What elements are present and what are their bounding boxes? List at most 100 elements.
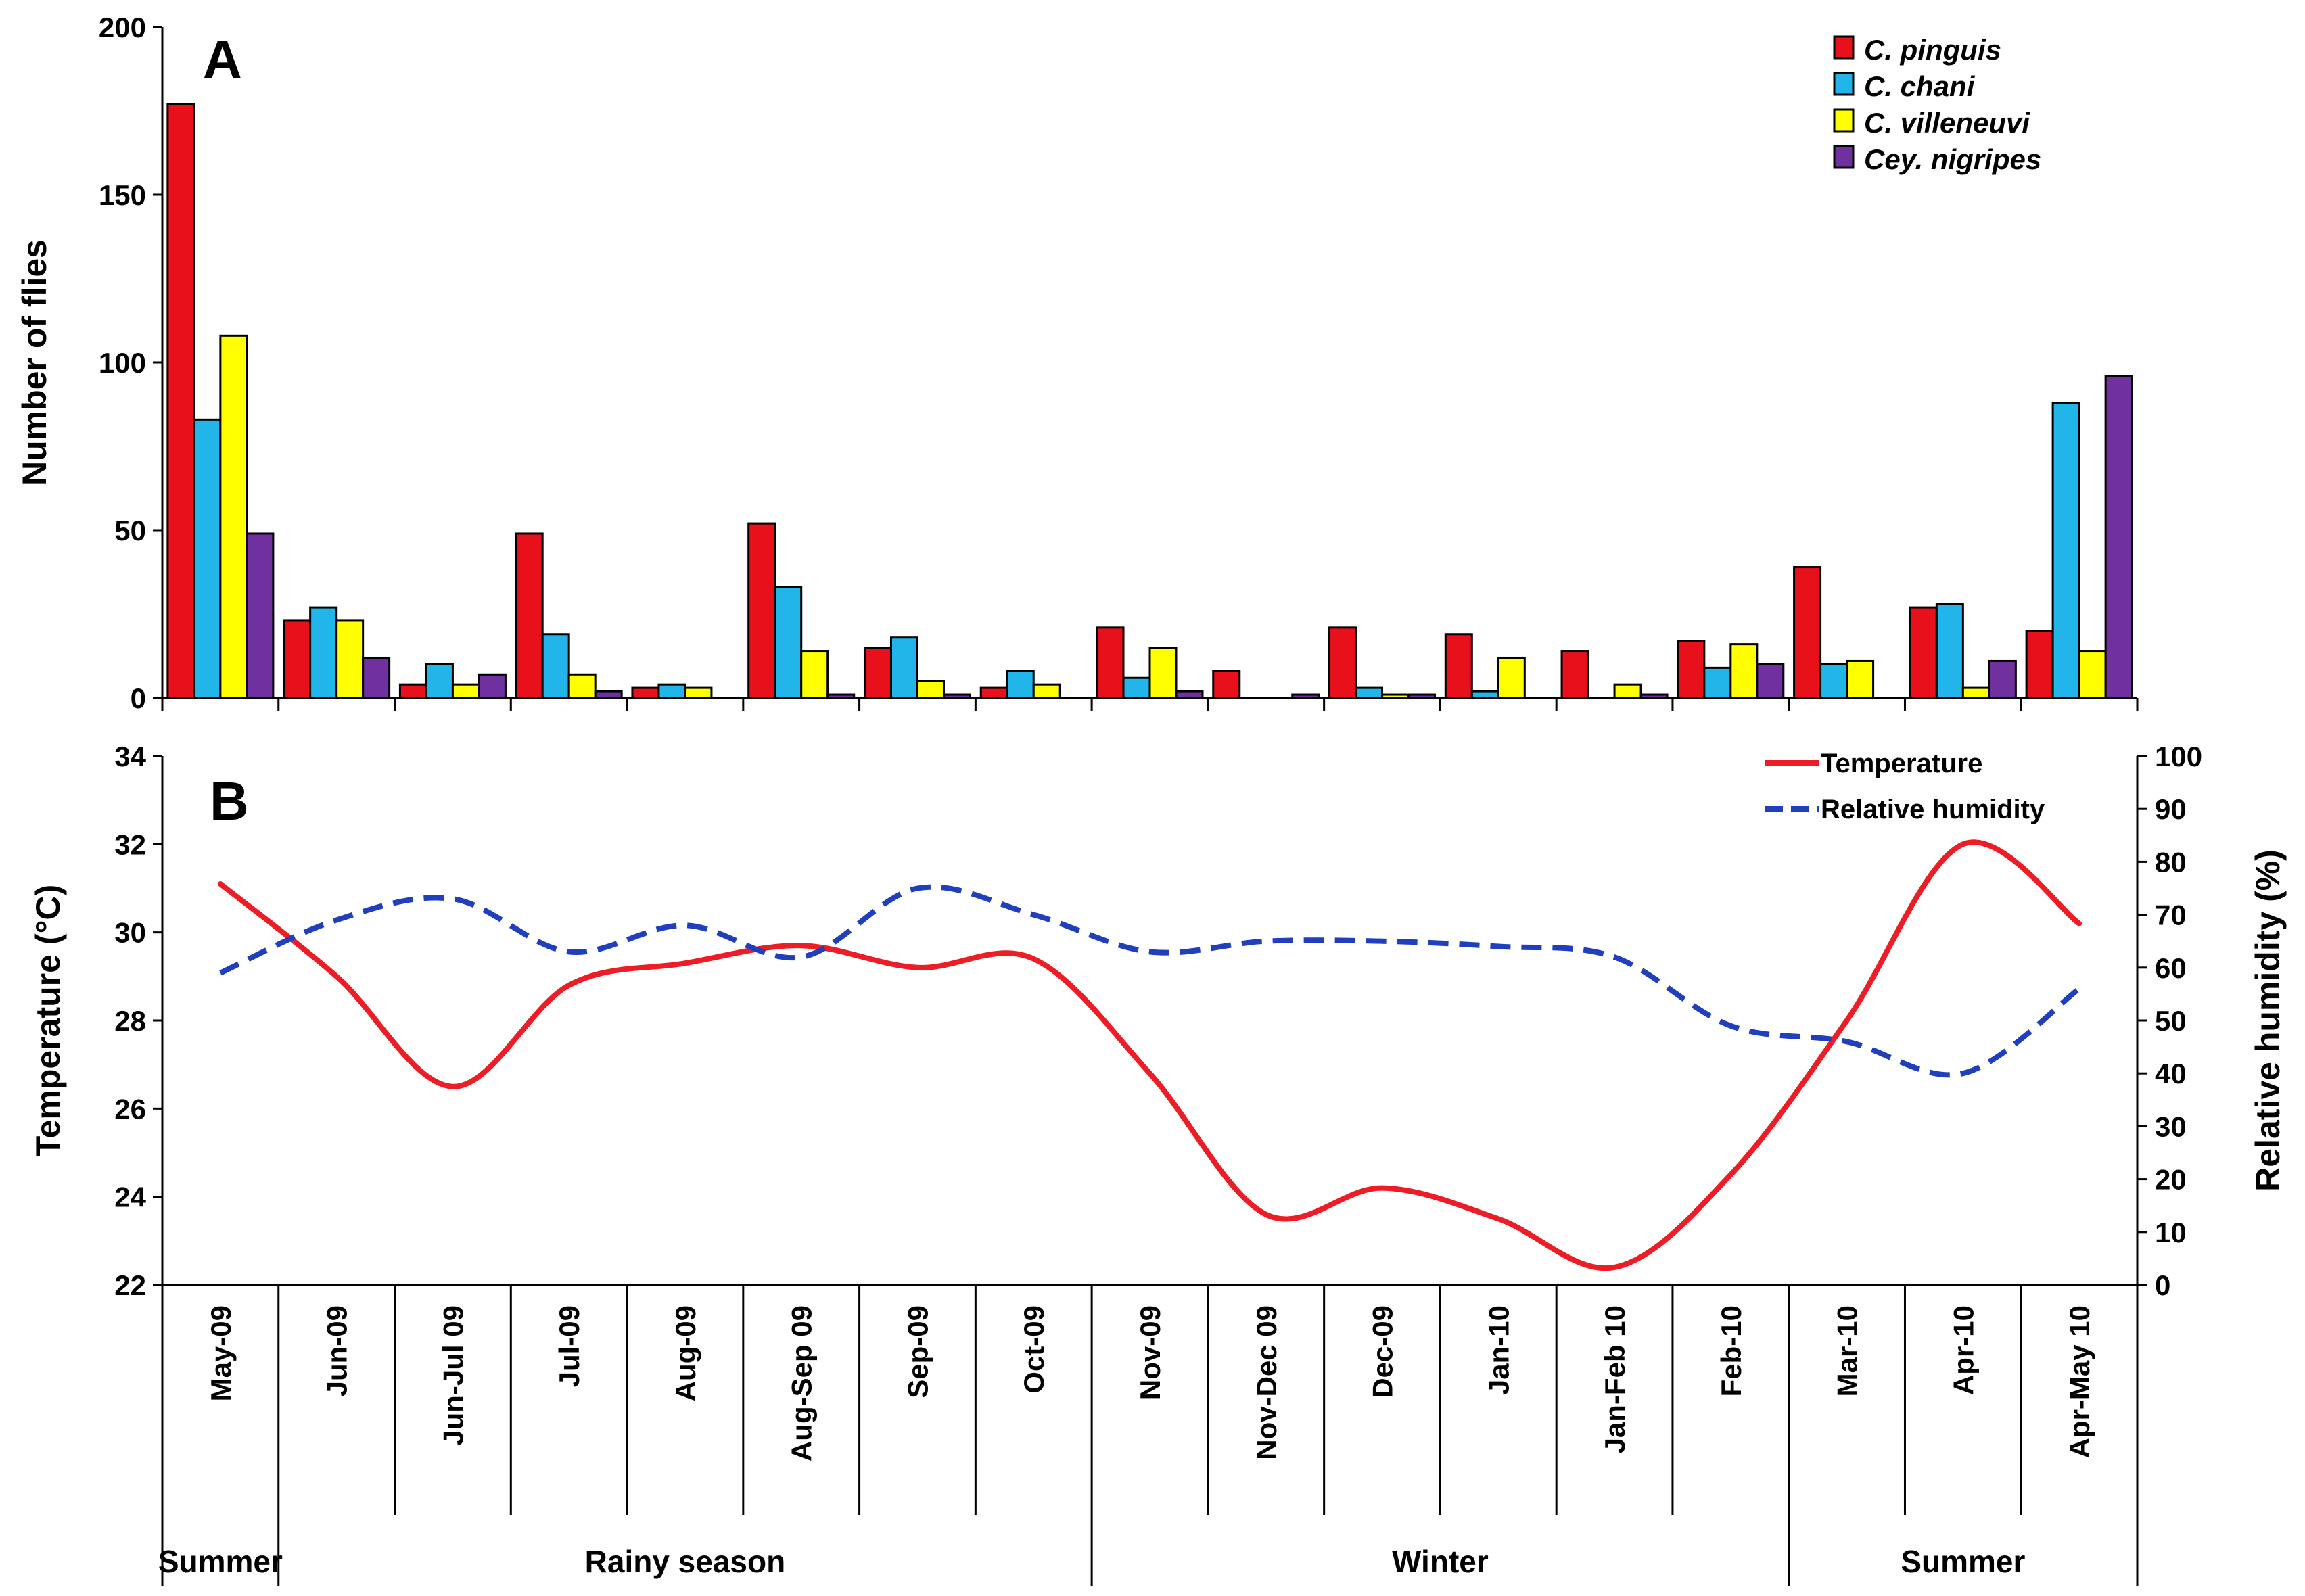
b-right-tick-label: 70 <box>2155 899 2187 931</box>
season-label: Winter <box>1392 1544 1489 1579</box>
legend-label: C. chani <box>1864 70 1976 102</box>
a-y-tick-label: 200 <box>99 11 146 43</box>
category-label: May-09 <box>205 1305 237 1401</box>
bar <box>362 656 391 699</box>
a-y-tick-label: 100 <box>99 347 146 379</box>
legend-label: C. villeneuvi <box>1864 107 2030 139</box>
bar <box>1909 606 1938 699</box>
bar <box>1096 626 1125 699</box>
b-left-tick-label: 26 <box>114 1093 146 1125</box>
b-right-tick-label: 30 <box>2155 1110 2187 1142</box>
bar <box>1729 643 1759 699</box>
temperature-line <box>217 839 2082 1271</box>
category-label: Aug-Sep 09 <box>786 1305 818 1461</box>
legend-label: Relative humidity <box>1821 795 2045 824</box>
panel-a-bar-chart: 0 50 100 150 200 Number of flies A C. pinguis C.… <box>16 11 2139 714</box>
bar <box>826 693 856 699</box>
bar <box>1291 693 1320 699</box>
bar <box>2078 650 2107 699</box>
bar <box>283 619 312 699</box>
bar <box>2104 375 2133 699</box>
category-label: Dec-09 <box>1367 1305 1399 1399</box>
bar <box>1756 663 1785 699</box>
bar <box>889 636 918 699</box>
a-y-axis-title: Number of flies <box>16 239 53 486</box>
category-label: Mar-10 <box>1832 1305 1863 1396</box>
bar <box>684 686 713 699</box>
category-label: Jan-Feb 10 <box>1599 1305 1631 1453</box>
bar <box>1006 670 1035 699</box>
bar <box>774 586 803 699</box>
bar <box>657 683 686 699</box>
bar <box>1988 659 2017 699</box>
b-left-tick-label: 28 <box>114 1005 146 1037</box>
bar <box>1677 640 1706 699</box>
bar <box>2025 630 2054 699</box>
bar <box>2051 402 2080 699</box>
bar <box>631 686 660 699</box>
category-label: Apr-May 10 <box>2064 1305 2095 1458</box>
bar <box>916 680 945 699</box>
category-label: Apr-10 <box>1947 1305 1979 1395</box>
bar <box>1935 603 1964 699</box>
panel-b-line-chart: 22 24 26 28 30 32 34 0 10 20 30 40 50 60 70 80 90 100 Temp… <box>29 741 2287 1301</box>
legend-label: Temperature <box>1821 749 1982 778</box>
legend-swatch <box>1833 72 1855 96</box>
bar <box>979 686 1008 699</box>
category-axis: May-09 Jun-09 Jun-Jul 09 Jul-09 Aug-09 Aug-Se… <box>158 1285 2139 1586</box>
bar <box>800 650 829 699</box>
bar <box>1560 650 1589 699</box>
bar <box>398 683 427 699</box>
b-right-tick-label: 0 <box>2155 1269 2170 1301</box>
bar <box>219 334 248 699</box>
bar <box>1122 676 1151 699</box>
b-left-axis-title: Temperature (°C) <box>29 885 67 1156</box>
bar <box>567 673 597 699</box>
legend-swatch <box>1833 35 1855 60</box>
b-right-axis-title: Relative humidity (%) <box>2249 849 2287 1192</box>
bar <box>1846 659 1875 699</box>
bar <box>515 532 544 699</box>
bar <box>1381 693 1410 699</box>
category-label: Jan-10 <box>1483 1305 1514 1395</box>
bar <box>541 633 570 699</box>
legend-swatch <box>1833 145 1855 169</box>
category-label: Jul-09 <box>553 1305 585 1387</box>
category-label: Aug-09 <box>670 1305 701 1401</box>
b-right-tick-label: 40 <box>2155 1058 2187 1089</box>
b-right-tick-label: 20 <box>2155 1164 2187 1196</box>
bar <box>309 606 338 699</box>
category-label: Jun-09 <box>321 1305 353 1396</box>
bar <box>1961 686 1990 699</box>
a-y-tick-label: 0 <box>131 682 146 714</box>
bar <box>193 418 222 699</box>
bar <box>1470 690 1499 699</box>
bar <box>1793 566 1822 699</box>
bar <box>1212 670 1241 699</box>
humidity-line <box>219 884 2081 1078</box>
panel-label-a: A <box>203 29 242 89</box>
bar <box>942 693 971 699</box>
bar <box>451 683 480 699</box>
bar <box>1703 666 1732 699</box>
category-label: Sep-09 <box>902 1305 933 1399</box>
bar <box>1613 683 1642 699</box>
b-right-tick-label: 80 <box>2155 846 2187 878</box>
b-right-tick-label: 100 <box>2155 741 2202 772</box>
legend-swatch <box>1833 108 1855 133</box>
bar <box>1175 690 1204 699</box>
b-right-tick-label: 60 <box>2155 952 2187 984</box>
b-right-tick-label: 10 <box>2155 1217 2187 1248</box>
bar <box>1148 647 1178 699</box>
bar <box>594 690 623 699</box>
bar <box>1639 693 1669 699</box>
a-y-tick-label: 50 <box>114 515 146 546</box>
bar <box>425 663 454 699</box>
b-right-tick-label: 90 <box>2155 793 2187 825</box>
season-label: Summer <box>158 1544 283 1579</box>
bar <box>747 522 776 699</box>
bar <box>478 673 507 699</box>
b-left-tick-label: 22 <box>114 1269 146 1301</box>
bar <box>1355 686 1384 699</box>
bar <box>1819 663 1848 699</box>
